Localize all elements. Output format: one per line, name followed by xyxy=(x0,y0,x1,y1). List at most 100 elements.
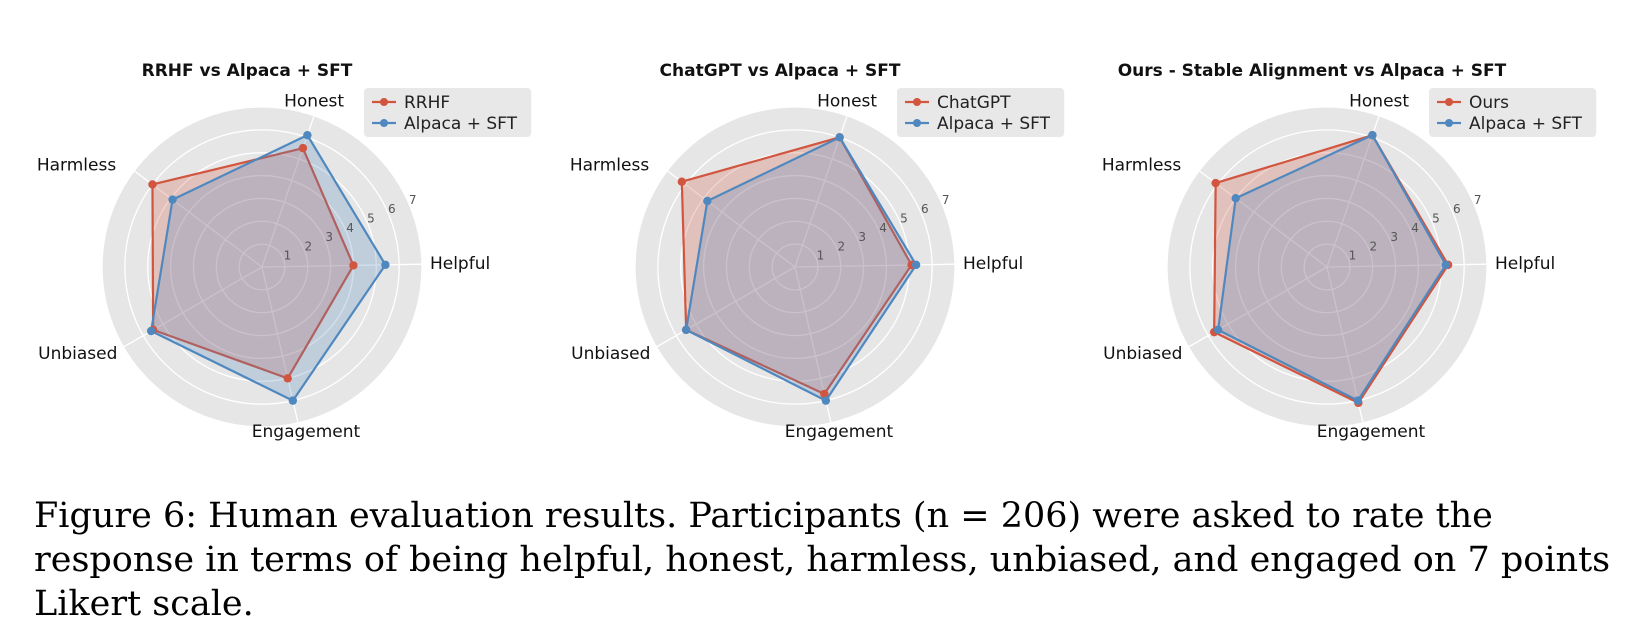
radar-gridline xyxy=(748,220,842,314)
radar-spoke xyxy=(261,115,315,268)
data-point-unbiased xyxy=(681,325,691,335)
data-point-unbiased xyxy=(1213,325,1223,335)
r-tick-label: 4 xyxy=(1411,221,1419,235)
r-tick-label: 4 xyxy=(879,221,887,235)
radar-spoke xyxy=(1326,263,1487,268)
data-point-honest xyxy=(835,133,844,142)
data-point-helpful xyxy=(1441,260,1451,270)
r-tick-label: 5 xyxy=(367,211,375,225)
radar-spoke xyxy=(1198,170,1328,268)
legend-label: Ours xyxy=(1469,93,1509,113)
axis-label-unbiased: Unbiased xyxy=(38,344,117,364)
chart-title: RRHF vs Alpaca + SFT xyxy=(142,61,353,81)
radar-gridline xyxy=(634,106,956,428)
axis-label-helpful: Helpful xyxy=(430,254,490,274)
data-point-harmless xyxy=(1211,178,1220,188)
r-tick-label: 3 xyxy=(1390,230,1398,244)
data-point-engagement xyxy=(1353,396,1363,405)
radar-gridline xyxy=(192,197,332,337)
radar-gridline xyxy=(1280,220,1374,314)
data-point-unbiased xyxy=(146,326,156,336)
series-area-blue xyxy=(685,136,918,402)
data-point-harmless xyxy=(168,195,177,204)
r-tick-label: 6 xyxy=(921,202,929,216)
radar-gridline xyxy=(1189,129,1465,405)
radar-spoke xyxy=(666,170,796,268)
axis-label-engagement: Engagement xyxy=(1317,422,1426,442)
radar-gridline xyxy=(147,152,377,382)
data-point-helpful xyxy=(911,260,921,270)
legend-marker xyxy=(1445,119,1453,127)
data-point-engagement xyxy=(821,396,831,405)
r-tick-label: 5 xyxy=(1432,211,1440,225)
r-tick-label: 2 xyxy=(1370,239,1378,253)
data-point-honest xyxy=(298,143,308,153)
legend-box xyxy=(897,88,1065,137)
radar-spoke xyxy=(261,263,422,268)
axis-label-honest: Honest xyxy=(817,92,877,112)
r-tick-label: 2 xyxy=(305,239,313,253)
series-area-blue xyxy=(150,134,387,402)
data-point-honest xyxy=(303,130,312,140)
data-point-helpful xyxy=(349,261,358,270)
r-tick-label: 3 xyxy=(325,230,333,244)
radar-spoke xyxy=(1326,115,1380,268)
r-tick-label: 1 xyxy=(817,249,825,263)
data-point-harmless xyxy=(703,196,712,206)
data-point-engagement xyxy=(283,374,292,383)
radar-gridline xyxy=(1212,152,1442,382)
r-tick-label: 7 xyxy=(1474,193,1482,207)
series-area-red xyxy=(1213,134,1450,404)
data-point-engagement xyxy=(288,396,298,405)
legend-box xyxy=(364,88,532,137)
r-tick-label: 5 xyxy=(900,211,908,225)
r-tick-label: 4 xyxy=(346,221,354,235)
axis-label-harmless: Harmless xyxy=(570,156,649,176)
r-tick-label: 1 xyxy=(284,249,292,263)
chart-title: Ours - Stable Alignment vs Alpaca + SFT xyxy=(1118,61,1507,81)
legend-label: ChatGPT xyxy=(937,93,1011,113)
r-tick-label: 7 xyxy=(942,193,950,207)
r-tick-label: 6 xyxy=(388,202,396,216)
radar-gridline xyxy=(725,197,865,337)
axis-label-helpful: Helpful xyxy=(963,254,1023,274)
r-tick-label: 7 xyxy=(409,193,417,207)
r-tick-label: 1 xyxy=(1349,249,1357,263)
axis-label-honest: Honest xyxy=(284,92,344,112)
radar-gridline xyxy=(657,129,933,405)
radar-gridline xyxy=(1166,106,1488,428)
radar-spoke xyxy=(656,266,796,348)
data-point-helpful xyxy=(381,260,390,270)
radar-gridline xyxy=(1257,197,1397,337)
r-tick-label: 3 xyxy=(858,230,866,244)
legend-marker xyxy=(913,98,921,106)
legend-marker xyxy=(1445,98,1453,106)
legend-marker xyxy=(380,98,388,106)
data-point-engagement xyxy=(820,389,829,399)
axis-label-unbiased: Unbiased xyxy=(1103,344,1182,364)
data-point-harmless xyxy=(1231,194,1240,203)
axis-label-harmless: Harmless xyxy=(37,156,116,176)
radar-gridline xyxy=(215,220,309,314)
series-area-blue xyxy=(1217,134,1447,402)
data-point-honest xyxy=(1368,130,1377,140)
chart-title: ChatGPT vs Alpaca + SFT xyxy=(660,61,901,81)
radar-gridline xyxy=(101,106,423,428)
r-tick-label: 2 xyxy=(838,239,846,253)
legend-box xyxy=(1429,88,1597,137)
data-point-harmless xyxy=(148,180,157,189)
figure-caption: Figure 6: Human evaluation results. Part… xyxy=(34,496,1611,624)
legend-label: Alpaca + SFT xyxy=(404,114,518,134)
radar-spoke xyxy=(123,266,263,348)
legend-label: Alpaca + SFT xyxy=(937,114,1051,134)
radar-gridline xyxy=(124,129,400,405)
axis-label-engagement: Engagement xyxy=(785,422,894,442)
axis-label-harmless: Harmless xyxy=(1102,156,1181,176)
series-area-red xyxy=(151,147,355,380)
